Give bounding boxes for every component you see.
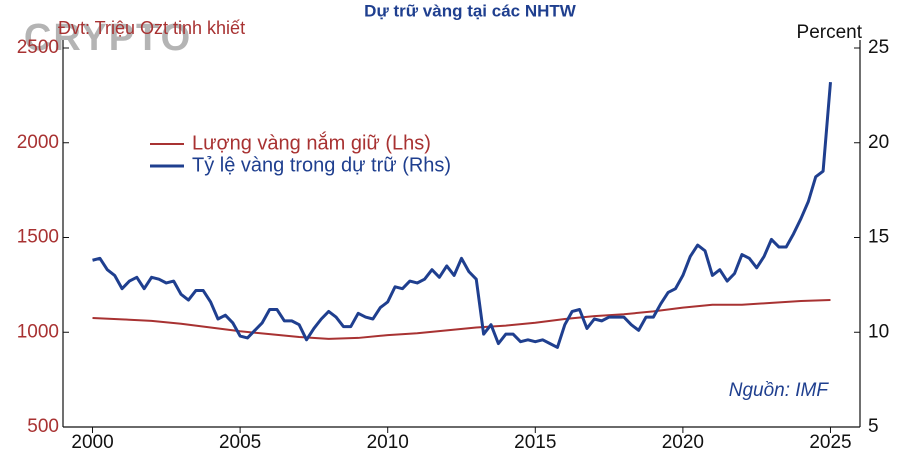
y-tick-label: 1000 (17, 321, 59, 342)
x-tick-label: 2020 (662, 432, 704, 452)
y2-tick-label: 25 (868, 37, 889, 58)
y-tick-label: 500 (27, 416, 59, 437)
data-line (92, 81, 832, 349)
y2-axis-label: Percent (797, 22, 863, 43)
y-axis-label: Đvt: Triệu Ozt tinh khiết (58, 18, 245, 38)
source-note: Nguồn: IMF (729, 380, 830, 401)
y2-tick-label: 15 (868, 227, 889, 248)
x-tick-label: 2010 (367, 432, 409, 452)
watermark: CRYPTO (24, 17, 192, 59)
x-tick-label: 2000 (71, 432, 113, 452)
chart-title: Dự trữ vàng tại các NHTW (364, 1, 577, 20)
y-tick-label: 2500 (17, 37, 59, 58)
legend-label: Tỷ lệ vàng trong dự trữ (Rhs) (192, 154, 451, 176)
data-line (92, 299, 831, 340)
y-tick-label: 1500 (17, 227, 59, 248)
legend-label: Lượng vàng nắm giữ (Lhs) (192, 131, 431, 154)
x-tick-label: 2005 (219, 432, 261, 452)
y2-tick-label: 20 (868, 132, 889, 153)
x-tick-label: 2015 (514, 432, 556, 452)
y2-tick-label: 5 (868, 416, 879, 437)
y2-tick-label: 10 (868, 321, 889, 342)
x-tick-label: 2025 (809, 432, 851, 452)
y-tick-label: 2000 (17, 132, 59, 153)
